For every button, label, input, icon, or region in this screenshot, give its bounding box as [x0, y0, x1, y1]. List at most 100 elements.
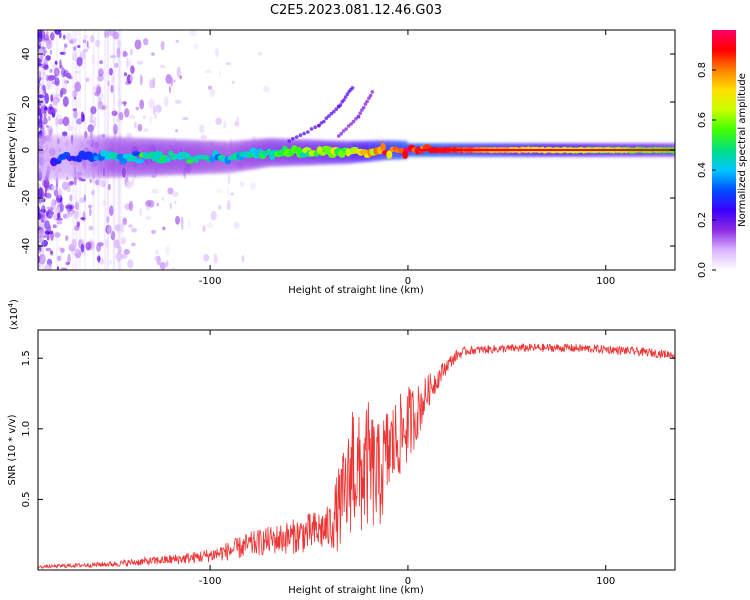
noise-speckle [162, 226, 166, 231]
snr-y-label: SNR (10 * v/v) [7, 414, 18, 485]
noise-speckle [121, 101, 127, 105]
noise-speckle [97, 242, 104, 247]
noise-speckle [137, 123, 143, 132]
noise-speckle [250, 182, 257, 190]
noise-speckle [169, 202, 172, 210]
noise-speckle [62, 213, 68, 219]
noise-speckle [123, 72, 128, 77]
spectrogram-x-label: Height of straight line (km) [288, 285, 424, 296]
noise-speckle [59, 59, 62, 69]
ridge-cell [380, 142, 386, 152]
noise-speckle [68, 204, 75, 210]
harmonic-cell [368, 93, 373, 98]
noise-speckle [77, 45, 81, 48]
noise-speckle [139, 207, 142, 217]
noise-speckle [83, 34, 90, 39]
noise-speckle [86, 45, 90, 49]
noise-speckle [57, 255, 62, 262]
x-tick-label: 100 [596, 276, 615, 287]
noise-speckle [226, 187, 230, 196]
noise-speckle [39, 112, 43, 120]
harmonic-cell [351, 119, 356, 124]
noise-speckle [73, 46, 77, 51]
noise-speckle [188, 220, 191, 230]
noise-speckle [101, 105, 106, 110]
harmonic-cell [322, 119, 326, 124]
ridge-cell [134, 158, 144, 164]
noise-speckle [57, 188, 63, 199]
noise-speckle [107, 80, 110, 87]
ridge-cell [164, 156, 171, 163]
noise-speckle [54, 232, 61, 238]
noise-speckle [46, 80, 52, 91]
noise-speckle [94, 91, 100, 97]
noise-speckle [107, 225, 113, 236]
noise-speckle [200, 134, 208, 140]
colorbar-tick-label: 0.0 [697, 262, 708, 278]
noise-speckle [38, 83, 43, 87]
noise-speckle [39, 201, 42, 206]
noise-speckle [143, 38, 149, 46]
ridge-cell [402, 150, 409, 159]
noise-speckle [218, 205, 222, 210]
noise-speckle [131, 178, 135, 186]
noise-speckle [109, 55, 117, 58]
noise-speckle [154, 112, 158, 119]
noise-speckle [116, 47, 121, 58]
harmonic-cell [350, 86, 355, 90]
noise-speckle [131, 227, 138, 233]
noise-speckle [149, 79, 155, 89]
noise-speckle [61, 67, 66, 78]
noise-speckle [50, 251, 54, 256]
noise-speckle [74, 81, 82, 92]
noise-speckle [123, 248, 130, 255]
y-tick-label: 20 [21, 96, 32, 109]
noise-speckle [73, 110, 78, 119]
noise-speckle [50, 107, 58, 114]
noise-speckle [204, 69, 212, 74]
y-tick-label: -40 [21, 238, 32, 254]
noise-speckle [76, 56, 83, 67]
noise-speckle [57, 118, 64, 125]
noise-speckle [72, 51, 78, 62]
noise-speckle [56, 217, 63, 221]
noise-speckle [43, 71, 46, 77]
noise-speckle [231, 80, 235, 84]
noise-speckle [128, 200, 134, 212]
noise-speckle [65, 261, 70, 266]
noise-speckle [143, 128, 149, 133]
spectrogram-y-label: Frequency (Hz) [7, 112, 18, 188]
noise-speckle [51, 184, 55, 192]
noise-speckle [50, 250, 53, 254]
snr-scale-label: (x104) [7, 299, 20, 330]
noise-speckle [258, 51, 262, 56]
noise-speckle [101, 200, 106, 206]
noise-speckle [181, 224, 184, 231]
noise-speckle [66, 32, 72, 42]
svg-text:(x104): (x104) [7, 299, 20, 330]
noise-speckle [120, 253, 128, 259]
harmonic-cell [324, 116, 329, 120]
noise-speckle [74, 201, 80, 210]
y-tick-label: 1.5 [21, 350, 32, 366]
noise-speckle [139, 99, 145, 110]
noise-speckle [87, 204, 93, 208]
noise-speckle [41, 197, 46, 203]
ridge-cell [269, 152, 276, 161]
noise-speckle [114, 224, 120, 232]
noise-speckle [90, 112, 93, 121]
harmonic-cell [338, 103, 343, 107]
noise-speckle [52, 224, 57, 228]
noise-speckle [58, 31, 62, 39]
snr-y-ticks: 0.5 1.0 1.5 [21, 350, 675, 507]
harmonic-cell [363, 102, 368, 106]
harmonic-cell [298, 133, 303, 137]
noise-speckle [134, 121, 137, 129]
noise-speckle [43, 64, 49, 71]
noise-speckle [223, 120, 226, 129]
noise-speckle [148, 98, 155, 109]
noise-speckle [97, 74, 104, 82]
noise-speckle [202, 225, 206, 232]
x-tick-label: 0 [405, 576, 411, 587]
noise-speckle [99, 60, 104, 65]
